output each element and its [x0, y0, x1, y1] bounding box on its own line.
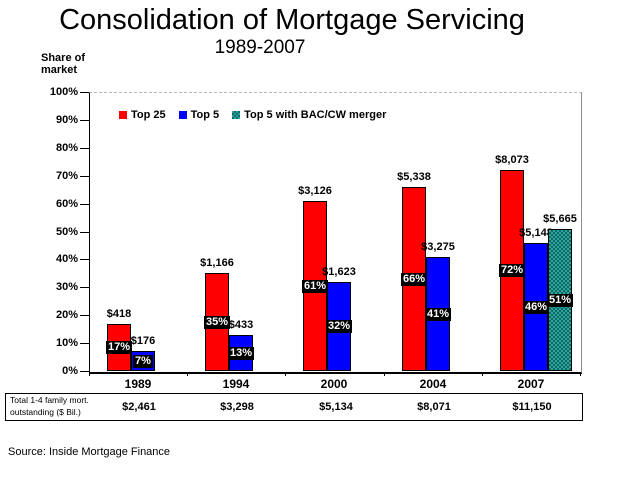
footer-table-value: $8,071	[417, 401, 451, 413]
y-tick-label: 70%	[55, 170, 78, 182]
footer-table-value: $5,134	[319, 401, 353, 413]
y-tick	[80, 204, 89, 205]
legend-item: Top 25	[119, 109, 166, 121]
legend-label: Top 5	[190, 109, 220, 121]
y-tick	[80, 176, 89, 177]
y-tick	[80, 120, 89, 121]
x-category-label: 1994	[222, 377, 250, 391]
legend-item: Top 5 with BAC/CW merger	[232, 109, 386, 121]
y-tick	[80, 232, 89, 233]
chart-title: Consolidation of Mortgage Servicing	[59, 4, 525, 36]
y-tick	[80, 371, 89, 372]
x-category-label: 2004	[419, 377, 447, 391]
y-tick	[80, 343, 89, 344]
y-tick	[80, 259, 89, 260]
y-tick-label: 100%	[49, 86, 78, 98]
x-category-label: 2000	[320, 377, 348, 391]
plot-area	[89, 92, 582, 374]
y-tick-label: 80%	[55, 142, 78, 154]
legend-label: Top 25	[131, 109, 166, 121]
y-axis-label: Share of market	[41, 52, 86, 76]
legend-item: Top 5	[178, 109, 220, 121]
y-tick	[80, 92, 89, 93]
legend-swatch-top-5-with-bac-cw-merger	[232, 111, 241, 119]
y-tick-label: 10%	[55, 337, 78, 349]
footer-table-value: $11,150	[512, 401, 552, 413]
x-category-label: 1989	[124, 377, 152, 391]
y-tick	[80, 148, 89, 149]
legend-label: Top 5 with BAC/CW merger	[244, 109, 387, 121]
y-tick-label: 40%	[55, 253, 78, 265]
y-tick-label: 60%	[55, 198, 78, 210]
legend-swatch-top-5	[178, 111, 187, 119]
footer-table-label: Total 1-4 family mort. outstanding ($ Bi…	[10, 395, 89, 417]
y-tick-label: 90%	[55, 114, 78, 126]
y-tick	[80, 315, 89, 316]
chart-subtitle: 1989-2007	[214, 37, 306, 58]
footer-table: Total 1-4 family mort. outstanding ($ Bi…	[5, 393, 583, 421]
x-category-label: 2007	[517, 377, 545, 391]
y-tick	[80, 287, 89, 288]
source-note: Source: Inside Mortgage Finance	[8, 446, 171, 458]
footer-table-value: $2,461	[122, 401, 156, 413]
y-tick-label: 0%	[62, 365, 78, 377]
legend-swatch-top-25	[119, 111, 127, 119]
footer-table-value: $3,298	[220, 401, 254, 413]
y-tick-label: 20%	[55, 309, 78, 321]
y-tick-label: 30%	[55, 281, 78, 293]
y-tick-label: 50%	[55, 226, 78, 238]
legend: Top 25 Top 5 Top 5 with BAC/CW merger	[119, 108, 386, 122]
